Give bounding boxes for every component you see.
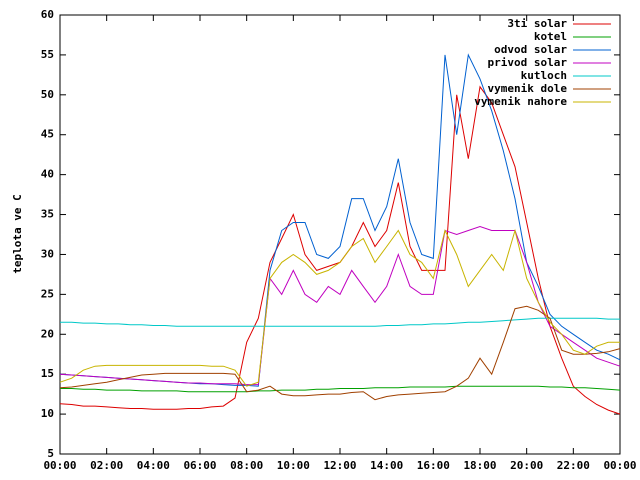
y-tick-label: 25 [41, 287, 54, 300]
y-tick-label: 20 [41, 327, 54, 340]
x-tick-label: 08:00 [230, 459, 263, 472]
x-tick-label: 12:00 [323, 459, 356, 472]
y-tick-label: 5 [47, 447, 54, 460]
x-tick-label: 14:00 [370, 459, 403, 472]
x-tick-label: 18:00 [463, 459, 496, 472]
x-tick-label: 10:00 [277, 459, 310, 472]
series-line [59, 225, 621, 386]
x-tick-label: 00:00 [603, 459, 636, 472]
legend-label: kutloch [521, 69, 567, 82]
y-tick-label: 35 [41, 208, 54, 221]
series-line [60, 317, 620, 327]
x-tick-label: 04:00 [137, 459, 170, 472]
y-tick-label: 55 [41, 48, 54, 61]
legend-label: kotel [534, 30, 567, 43]
x-tick-label: 00:00 [43, 459, 76, 472]
x-tick-label: 02:00 [90, 459, 123, 472]
x-tick-label: 16:00 [417, 459, 450, 472]
legend-label: vymenik nahore [474, 95, 567, 108]
legend-label: privod solar [488, 56, 568, 69]
x-tick-label: 22:00 [557, 459, 590, 472]
legend-label: vymenik dole [488, 82, 568, 95]
y-axis-label: teplota ve C [11, 194, 24, 273]
y-tick-label: 40 [41, 168, 54, 181]
legend-label: 3ti solar [507, 17, 567, 30]
legend-label: odvod solar [494, 43, 567, 56]
x-tick-label: 20:00 [510, 459, 543, 472]
y-tick-label: 60 [41, 8, 54, 21]
series-line [59, 305, 621, 401]
y-tick-label: 45 [41, 128, 54, 141]
series-line [59, 228, 620, 387]
y-tick-label: 50 [41, 88, 54, 101]
y-tick-label: 15 [41, 367, 54, 380]
x-tick-label: 06:00 [183, 459, 216, 472]
y-tick-label: 30 [41, 247, 54, 260]
series-line [60, 385, 621, 393]
y-tick-label: 10 [41, 407, 54, 420]
